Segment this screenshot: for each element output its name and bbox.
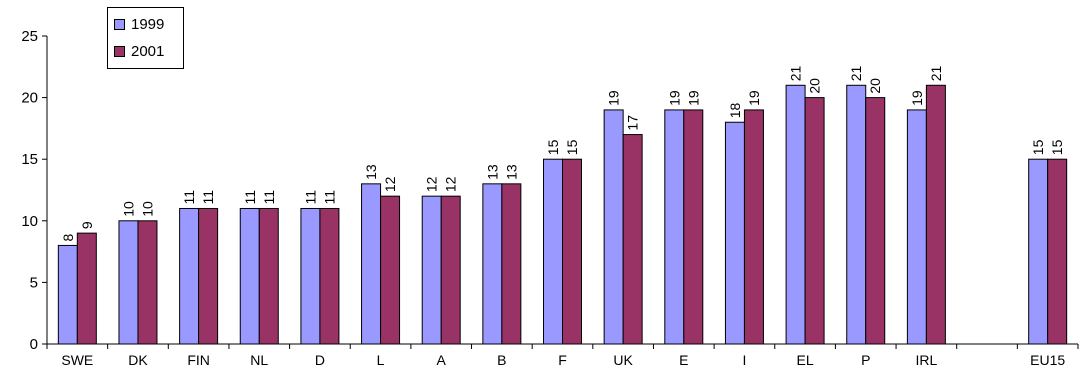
x-tick-label: F bbox=[558, 352, 567, 368]
bar-series-1 bbox=[482, 183, 503, 345]
x-axis: SWE DK FIN NL D L A B F UK E I EL P IRL EU15 bbox=[46, 343, 1079, 368]
data-label-series-1: 13 bbox=[484, 164, 500, 180]
bar-series-1 bbox=[785, 84, 806, 345]
bar-series-1 bbox=[421, 195, 442, 345]
x-tick-label: SWE bbox=[61, 352, 93, 368]
bar-series-2 bbox=[501, 183, 522, 345]
data-label-series-1: 15 bbox=[545, 139, 561, 155]
data-label-series-2: 11 bbox=[261, 190, 277, 205]
bar-series-2 bbox=[137, 220, 158, 345]
x-tick-label: L bbox=[377, 352, 385, 368]
data-label-series-2: 12 bbox=[443, 176, 459, 192]
data-label-series-1: 21 bbox=[848, 65, 864, 81]
bar-series-1 bbox=[603, 109, 624, 345]
data-label-series-1: 12 bbox=[424, 176, 440, 192]
bars bbox=[57, 84, 1068, 345]
legend-item-series-1: 1999 bbox=[114, 14, 164, 34]
data-label-series-1: 8 bbox=[60, 233, 76, 241]
data-label-series-1: 10 bbox=[120, 201, 136, 217]
bar-series-1 bbox=[179, 207, 200, 345]
x-tick-label: EL bbox=[797, 352, 814, 368]
x-tick-label: UK bbox=[613, 352, 633, 368]
bar-series-1 bbox=[846, 84, 867, 345]
x-tick-label: E bbox=[679, 352, 688, 368]
data-label-series-2: 13 bbox=[503, 164, 519, 180]
x-tick-label: P bbox=[861, 352, 870, 368]
bar-series-2 bbox=[258, 207, 279, 345]
data-label-series-1: 21 bbox=[788, 65, 804, 81]
y-axis: 0 5 10 15 20 25 bbox=[21, 28, 48, 353]
data-label-series-2: 12 bbox=[382, 176, 398, 192]
bar-series-2 bbox=[622, 134, 643, 345]
data-label-series-2: 15 bbox=[1049, 139, 1065, 155]
y-tick-label: 5 bbox=[30, 274, 38, 291]
x-tick-label: FIN bbox=[187, 352, 210, 368]
bar-series-2 bbox=[319, 207, 340, 345]
data-label-series-1: 11 bbox=[302, 190, 318, 205]
data-label-series-1: 19 bbox=[909, 90, 925, 106]
bar-series-1 bbox=[1028, 158, 1049, 345]
data-label-series-1: 11 bbox=[242, 190, 258, 205]
x-tick-label: B bbox=[497, 352, 506, 368]
data-label-series-2: 11 bbox=[200, 190, 216, 205]
x-tick-label: A bbox=[437, 352, 447, 368]
legend-swatch-series-1 bbox=[114, 18, 125, 30]
x-tick-label: D bbox=[315, 352, 325, 368]
data-label-series-2: 20 bbox=[807, 78, 823, 94]
data-label-series-2: 11 bbox=[321, 190, 337, 205]
y-tick-label: 10 bbox=[21, 213, 38, 230]
bar-series-1 bbox=[239, 207, 260, 345]
data-label-series-2: 21 bbox=[928, 65, 944, 81]
bar-series-2 bbox=[743, 109, 764, 345]
bar-series-2 bbox=[198, 207, 219, 345]
bar-series-2 bbox=[1047, 158, 1068, 345]
x-tick-label: I bbox=[742, 352, 746, 368]
data-label-series-2: 9 bbox=[79, 221, 95, 229]
bar-series-1 bbox=[543, 158, 563, 345]
data-label-series-2: 19 bbox=[685, 90, 701, 106]
legend: 1999 2001 bbox=[107, 7, 184, 69]
bar-series-2 bbox=[925, 84, 946, 345]
bar-series-2 bbox=[683, 109, 704, 345]
bar-series-1 bbox=[724, 121, 745, 345]
y-tick-label: 0 bbox=[30, 336, 38, 353]
x-tick-label: DK bbox=[128, 352, 148, 368]
legend-swatch-series-2 bbox=[114, 45, 125, 57]
data-label-series-2: 15 bbox=[564, 139, 580, 155]
data-label-series-1: 19 bbox=[606, 90, 622, 106]
x-tick-label: IRL bbox=[915, 352, 937, 368]
bar-series-1 bbox=[300, 207, 321, 345]
bar-series-2 bbox=[440, 195, 461, 345]
bar-series-1 bbox=[906, 109, 927, 345]
data-label-series-1: 15 bbox=[1030, 139, 1046, 155]
bar-series-2 bbox=[804, 97, 825, 345]
data-label-series-2: 20 bbox=[867, 78, 883, 94]
bar-series-1 bbox=[57, 244, 78, 345]
bar-series-2 bbox=[76, 232, 97, 345]
y-tick-label: 25 bbox=[21, 28, 38, 45]
data-label-series-1: 18 bbox=[727, 102, 743, 118]
bar-series-2 bbox=[865, 97, 886, 345]
bar-series-1 bbox=[361, 183, 382, 345]
bar-series-2 bbox=[562, 158, 582, 345]
legend-label-series-2: 2001 bbox=[131, 42, 165, 60]
y-tick-label: 15 bbox=[21, 151, 38, 168]
legend-item-series-2: 2001 bbox=[114, 41, 164, 61]
data-label-series-2: 17 bbox=[625, 115, 641, 131]
bar-series-1 bbox=[664, 109, 685, 345]
data-label-series-1: 13 bbox=[363, 164, 379, 180]
bar-series-1 bbox=[118, 220, 139, 345]
x-tick-label: NL bbox=[250, 352, 268, 368]
data-label-series-1: 11 bbox=[181, 190, 197, 205]
data-label-series-2: 19 bbox=[746, 90, 762, 106]
data-label-series-2: 10 bbox=[139, 201, 155, 217]
data-label-series-1: 19 bbox=[666, 90, 682, 106]
x-tick-label: EU15 bbox=[1030, 352, 1065, 368]
legend-label-series-1: 1999 bbox=[131, 15, 165, 33]
bar-series-2 bbox=[380, 195, 401, 345]
y-tick-label: 20 bbox=[21, 90, 38, 107]
